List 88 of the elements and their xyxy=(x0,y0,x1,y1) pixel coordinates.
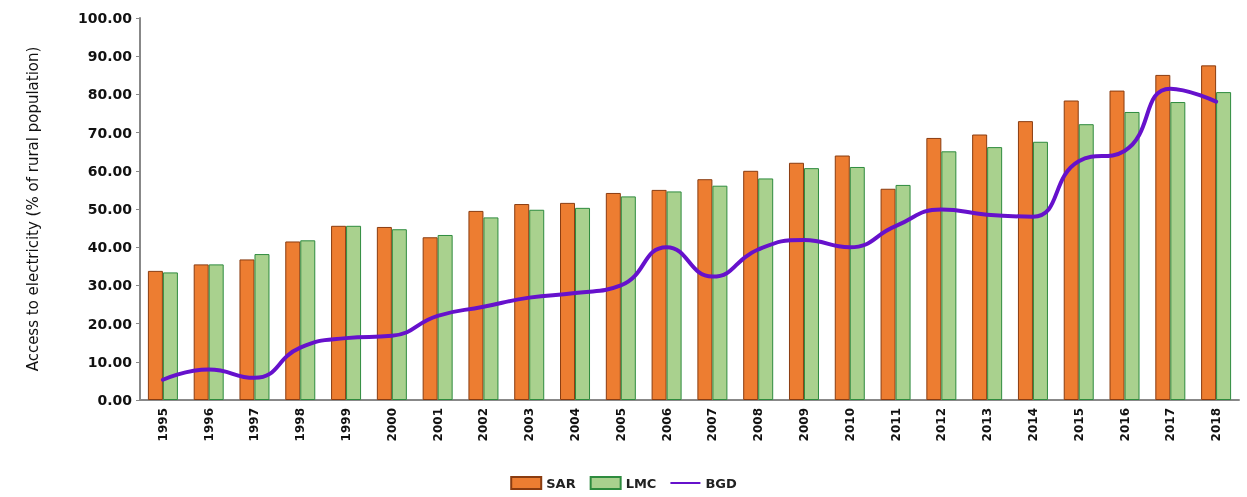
bar xyxy=(758,178,774,400)
x-tick-label: 2017 xyxy=(1163,408,1178,442)
y-tick-label: 100.00 xyxy=(77,10,133,26)
bar xyxy=(620,196,636,400)
bar xyxy=(254,254,270,400)
bar xyxy=(391,229,407,400)
bar xyxy=(1170,102,1186,400)
x-tick-label: 2010 xyxy=(842,408,857,442)
bar xyxy=(376,226,392,400)
bar xyxy=(1017,121,1033,400)
x-tick-label: 2015 xyxy=(1071,408,1086,442)
x-tick-label: 1999 xyxy=(339,408,354,442)
bar xyxy=(468,210,484,400)
y-tick-label: 90.00 xyxy=(87,48,133,65)
x-tick-label: 2013 xyxy=(980,408,995,442)
bar xyxy=(605,192,621,400)
x-tick-label: 1997 xyxy=(247,408,262,442)
x-tick-label: 2018 xyxy=(1209,408,1224,442)
x-tick-label: 2012 xyxy=(934,408,949,442)
bar xyxy=(803,168,819,400)
x-tick-label: 2008 xyxy=(751,408,766,442)
bar xyxy=(1155,74,1171,400)
bar xyxy=(193,264,209,400)
bar xyxy=(1063,100,1079,400)
bar xyxy=(788,162,804,400)
bar xyxy=(895,184,911,400)
bar xyxy=(285,241,301,400)
bar xyxy=(712,185,728,400)
bar xyxy=(514,204,530,400)
x-tick-label: 1996 xyxy=(201,408,216,442)
bar xyxy=(239,259,255,400)
legend-label: BGD xyxy=(705,475,737,491)
y-tick-label: 80.00 xyxy=(87,86,133,103)
legend-label: LMC xyxy=(625,475,657,491)
bar xyxy=(162,272,178,400)
x-tick-label: 2002 xyxy=(476,408,491,442)
x-tick-label: 2003 xyxy=(522,408,537,442)
bar xyxy=(926,137,942,400)
bar xyxy=(346,225,362,400)
x-tick-label: 1998 xyxy=(293,408,308,442)
bar xyxy=(1201,65,1217,400)
bar xyxy=(697,179,713,400)
bar xyxy=(1124,111,1140,400)
bar xyxy=(422,237,438,400)
y-tick-label: 20.00 xyxy=(87,315,133,332)
bar xyxy=(1216,92,1232,400)
bar xyxy=(208,264,224,400)
bar xyxy=(941,151,957,400)
bar xyxy=(880,188,896,400)
bar xyxy=(483,217,499,400)
bar xyxy=(651,189,667,400)
bar xyxy=(437,234,453,400)
bar xyxy=(529,209,545,400)
x-tick-label: 2011 xyxy=(888,408,903,442)
bar xyxy=(987,147,1003,400)
y-tick-label: 10.00 xyxy=(87,353,133,370)
x-tick-label: 2005 xyxy=(613,408,628,442)
bar xyxy=(331,225,347,400)
bar xyxy=(300,240,316,400)
x-tick-label: 2001 xyxy=(430,408,445,442)
bar xyxy=(849,166,865,400)
y-tick-label: 60.00 xyxy=(87,162,133,179)
bar xyxy=(666,191,682,400)
x-tick-label: 1995 xyxy=(155,408,170,442)
x-tick-label: 2009 xyxy=(796,408,811,442)
line-series xyxy=(160,86,1219,382)
bar xyxy=(575,207,591,400)
x-tick-label: 2016 xyxy=(1117,408,1132,442)
x-tick-label: 2014 xyxy=(1025,408,1040,442)
x-tick-label: 2006 xyxy=(659,408,674,442)
y-tick-label: 50.00 xyxy=(87,201,133,217)
x-tick-label: 2007 xyxy=(705,408,720,442)
y-tick-label: 0.00 xyxy=(97,392,133,408)
y-tick-label: 40.00 xyxy=(87,239,133,256)
legend-label: SAR xyxy=(546,475,576,491)
y-axis-title: Access to electricity (% of rural population) xyxy=(23,46,42,372)
bar xyxy=(834,155,850,400)
bar xyxy=(147,270,163,400)
y-tick-label: 70.00 xyxy=(87,124,133,141)
bar xyxy=(1109,90,1125,400)
y-tick-label: 30.00 xyxy=(87,277,133,294)
bar xyxy=(972,134,988,400)
bar xyxy=(1078,124,1094,400)
bar xyxy=(560,202,576,400)
bar xyxy=(1032,141,1048,400)
bar xyxy=(743,170,759,400)
x-tick-label: 2000 xyxy=(384,408,399,442)
x-tick-label: 2004 xyxy=(568,408,583,442)
